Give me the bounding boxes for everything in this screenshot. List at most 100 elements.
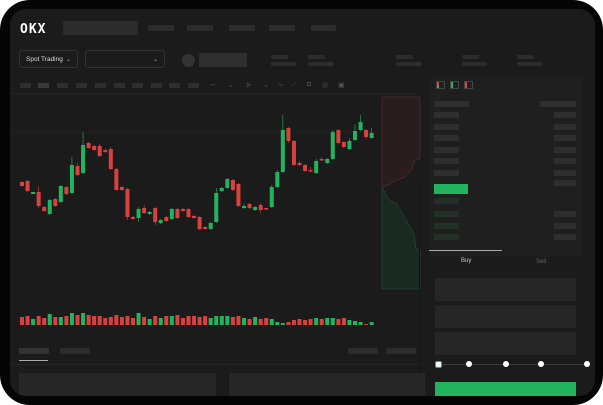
ask-price[interactable] bbox=[434, 112, 459, 118]
volume-bar bbox=[336, 319, 341, 325]
slider-step[interactable] bbox=[584, 361, 590, 367]
candle-up bbox=[253, 207, 258, 210]
ruler-icon[interactable]: ⟋ bbox=[292, 81, 297, 88]
depth-asks-area bbox=[381, 96, 421, 188]
camera-icon[interactable]: ◘ bbox=[307, 81, 312, 88]
fullscreen-icon[interactable]: ▣ bbox=[338, 82, 345, 89]
volume-bar bbox=[214, 316, 219, 325]
chevron-down-icon[interactable]: ⌄ bbox=[228, 82, 234, 89]
candle-up bbox=[347, 141, 352, 149]
ask-price[interactable] bbox=[434, 147, 459, 153]
candle-down bbox=[308, 170, 313, 172]
search-bar[interactable] bbox=[63, 21, 138, 35]
stat-value bbox=[271, 62, 296, 66]
bid-price[interactable] bbox=[434, 234, 459, 240]
price-input[interactable] bbox=[435, 278, 576, 301]
nav-item[interactable] bbox=[187, 25, 213, 31]
timeframe-button[interactable] bbox=[114, 83, 125, 88]
candle-down bbox=[247, 204, 252, 208]
line-icon[interactable]: ∼ bbox=[278, 82, 284, 89]
filter-button[interactable] bbox=[386, 348, 416, 354]
volume-bar bbox=[20, 317, 24, 325]
orders-card bbox=[19, 373, 216, 396]
volume-bar bbox=[153, 316, 158, 325]
stat-value bbox=[396, 62, 421, 66]
amount-slider-track[interactable] bbox=[440, 364, 587, 365]
bid-price[interactable] bbox=[434, 223, 459, 229]
market-type-dropdown[interactable]: Spot Trading ⌄ bbox=[19, 50, 78, 68]
total-input[interactable] bbox=[435, 332, 576, 355]
volume-bar bbox=[353, 321, 357, 325]
candle-down bbox=[25, 181, 30, 191]
draw-icon[interactable]: ⊱ bbox=[246, 82, 252, 89]
volume-bar bbox=[192, 316, 197, 325]
candle-down bbox=[175, 209, 180, 218]
buy-tab[interactable]: Buy bbox=[461, 258, 472, 264]
ask-price[interactable] bbox=[434, 170, 459, 176]
bid-price[interactable] bbox=[434, 198, 459, 204]
ask-amount bbox=[554, 147, 576, 153]
open-orders-tab[interactable] bbox=[19, 348, 49, 354]
orderbook-both-icon[interactable] bbox=[436, 81, 445, 89]
sell-tab[interactable]: Sell bbox=[536, 259, 547, 265]
volume-bar bbox=[58, 317, 63, 325]
ask-price[interactable] bbox=[434, 124, 459, 130]
stat-label bbox=[396, 55, 413, 59]
filter-button[interactable] bbox=[348, 348, 378, 354]
volume-bar bbox=[36, 316, 41, 325]
volume-bar bbox=[119, 317, 124, 325]
pair-dropdown[interactable]: ⌄ bbox=[85, 50, 165, 68]
timeframe-button[interactable] bbox=[76, 83, 87, 88]
candle-up bbox=[214, 193, 219, 222]
candle-down bbox=[258, 205, 263, 210]
timeframe-button[interactable] bbox=[169, 83, 180, 88]
volume-bar bbox=[92, 316, 97, 325]
ask-price[interactable] bbox=[434, 158, 459, 164]
settings-icon[interactable]: ◎ bbox=[322, 82, 329, 89]
timeframe-button[interactable] bbox=[20, 83, 31, 88]
depth-chart bbox=[381, 96, 421, 290]
volume-bar bbox=[53, 317, 58, 325]
nav-item[interactable] bbox=[311, 25, 336, 31]
orderbook-asks-icon[interactable] bbox=[464, 81, 473, 89]
timeframe-button[interactable] bbox=[95, 83, 106, 88]
volume-bar bbox=[303, 320, 308, 325]
volume-bar bbox=[97, 316, 102, 325]
volume-bar bbox=[108, 317, 113, 325]
nav-item[interactable] bbox=[148, 25, 174, 31]
slider-handle[interactable] bbox=[435, 361, 442, 368]
candlestick-chart[interactable] bbox=[10, 9, 430, 339]
amount-input[interactable] bbox=[435, 305, 576, 328]
bid-price[interactable] bbox=[434, 211, 459, 217]
buy-button[interactable] bbox=[435, 382, 576, 396]
bid-amount bbox=[554, 211, 576, 217]
slider-step[interactable] bbox=[538, 361, 544, 367]
candle-down bbox=[75, 166, 80, 175]
volume-bar bbox=[158, 318, 163, 325]
nav-item[interactable] bbox=[269, 25, 295, 31]
indicator-icon[interactable]: ∽ bbox=[210, 82, 216, 89]
ask-amount bbox=[554, 124, 576, 130]
active-tab-underline bbox=[429, 250, 502, 251]
timeframe-button[interactable] bbox=[151, 83, 162, 88]
stat-value bbox=[517, 62, 542, 66]
ask-amount bbox=[554, 135, 576, 141]
volume-bar bbox=[164, 316, 169, 325]
timeframe-button[interactable] bbox=[188, 83, 199, 88]
timeframe-button[interactable] bbox=[132, 83, 143, 88]
timeframe-button-active[interactable] bbox=[38, 83, 49, 88]
ask-price[interactable] bbox=[434, 135, 459, 141]
candle-down bbox=[291, 141, 296, 165]
okx-logo[interactable]: OKX bbox=[20, 22, 47, 37]
candle-down bbox=[230, 180, 235, 190]
orderbook-bids-icon[interactable] bbox=[450, 81, 459, 89]
history-tab[interactable] bbox=[60, 348, 90, 354]
volume-bar bbox=[369, 322, 374, 325]
slider-step[interactable] bbox=[503, 361, 509, 367]
nav-item[interactable] bbox=[229, 25, 255, 31]
slider-step[interactable] bbox=[466, 361, 472, 367]
candle-up bbox=[269, 187, 274, 207]
timeframe-button[interactable] bbox=[57, 83, 68, 88]
chevron-down-icon[interactable]: ⌄ bbox=[263, 82, 269, 89]
candle-down bbox=[341, 142, 346, 147]
